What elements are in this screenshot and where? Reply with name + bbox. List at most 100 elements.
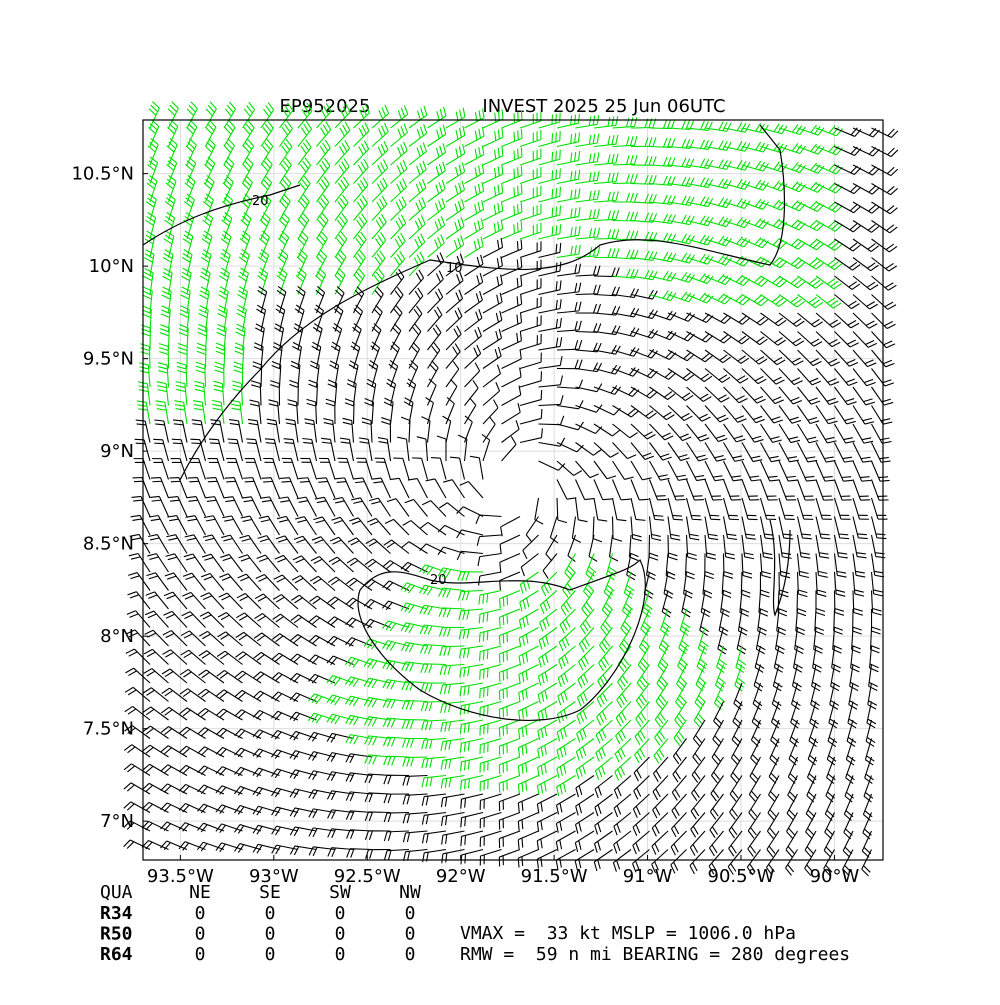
wind-barb <box>519 278 542 296</box>
wind-barb <box>864 756 874 785</box>
wind-barb <box>576 682 595 707</box>
wind-barb <box>741 534 755 560</box>
wind-barb <box>302 437 318 462</box>
wind-barb <box>538 375 563 388</box>
wind-barb <box>741 405 765 424</box>
wind-barb <box>408 269 425 295</box>
wind-barb <box>181 249 193 277</box>
wind-barb <box>350 341 361 369</box>
wind-barb <box>268 399 281 425</box>
wind-barb <box>316 121 332 147</box>
wind-barb <box>128 552 151 573</box>
wind-barb <box>871 146 899 158</box>
wind-barb <box>279 193 291 221</box>
wind-barb <box>620 608 632 636</box>
wind-barb <box>830 664 840 692</box>
wind-barb <box>834 349 859 367</box>
wind-barb <box>408 124 428 147</box>
wind-barb <box>844 775 855 803</box>
wind-barb <box>630 174 657 185</box>
wind-barb <box>160 821 188 832</box>
wind-barb <box>160 305 171 332</box>
wind-barb <box>260 157 273 184</box>
wind-barb <box>427 161 446 184</box>
wind-barb <box>164 193 176 221</box>
wind-barb <box>686 460 707 482</box>
wind-barb <box>757 608 767 636</box>
wind-barb <box>174 400 188 425</box>
wind-barb <box>482 364 502 388</box>
wind-barb <box>223 138 235 166</box>
wind-barb <box>556 320 582 333</box>
wind-barb <box>538 280 562 296</box>
wind-barb <box>741 479 760 501</box>
wind-barb <box>289 692 317 703</box>
wind-barb <box>152 458 170 480</box>
wind-barb <box>162 649 188 665</box>
wind-barb <box>270 380 281 406</box>
wind-barb <box>656 664 669 691</box>
wind-barb <box>537 738 558 759</box>
wind-barb <box>575 303 602 314</box>
wind-barb <box>686 405 711 422</box>
wind-barb <box>327 379 338 406</box>
wind-barb <box>464 272 484 295</box>
wind-barb <box>556 701 576 724</box>
wind-barb <box>180 649 206 665</box>
wind-barb <box>709 793 724 820</box>
wind-barb <box>297 194 310 221</box>
wind-barb <box>518 682 539 703</box>
wind-barb <box>562 571 576 598</box>
wind-barb <box>667 138 695 149</box>
wind-barb <box>519 148 542 166</box>
wind-barb <box>427 124 447 147</box>
wind-barb <box>419 643 447 655</box>
wind-barb <box>518 701 539 721</box>
wind-barb <box>241 175 253 203</box>
wind-barb <box>316 212 329 240</box>
wind-barb <box>390 159 408 184</box>
wind-barb <box>651 849 669 874</box>
wind-barb <box>445 125 466 147</box>
wind-barb <box>440 774 465 789</box>
wind-barb <box>741 179 769 191</box>
wind-barb <box>613 830 632 854</box>
wind-barb <box>445 162 466 184</box>
wind-barb <box>205 496 225 517</box>
wind-barb <box>852 238 880 252</box>
wind-barb <box>240 212 252 240</box>
wind-barb <box>519 241 542 259</box>
wind-barb <box>536 812 558 832</box>
wind-barb <box>421 793 447 806</box>
wind-barb <box>704 273 732 286</box>
wind-barb <box>144 230 156 258</box>
wind-barb <box>260 193 272 221</box>
wind-barb <box>234 824 262 834</box>
wind-barb <box>408 105 428 129</box>
wind-barb <box>482 274 503 295</box>
wind-barb <box>667 157 695 168</box>
wind-barb <box>765 849 780 876</box>
wind-barb <box>574 830 595 853</box>
wind-barb <box>723 331 750 345</box>
wind-barb <box>811 664 821 692</box>
wind-barb <box>315 249 328 277</box>
wind-barb <box>445 144 466 166</box>
wind-barb <box>160 764 188 776</box>
wind-barb <box>165 553 188 573</box>
wind-barb <box>630 250 658 262</box>
wind-barb <box>690 793 706 820</box>
wind-barb <box>517 848 539 868</box>
wind-barb <box>498 682 521 701</box>
wind-barb <box>615 701 632 727</box>
wind-barb <box>223 156 235 184</box>
wind-barb <box>252 709 280 721</box>
wind-barb <box>522 534 539 560</box>
wind-barb <box>400 582 428 594</box>
wind-barb <box>685 534 697 561</box>
wind-barb <box>575 793 595 816</box>
wind-barb <box>834 368 858 387</box>
wind-barb <box>445 271 464 295</box>
wind-barb <box>216 689 243 702</box>
wind-barb <box>538 395 564 407</box>
